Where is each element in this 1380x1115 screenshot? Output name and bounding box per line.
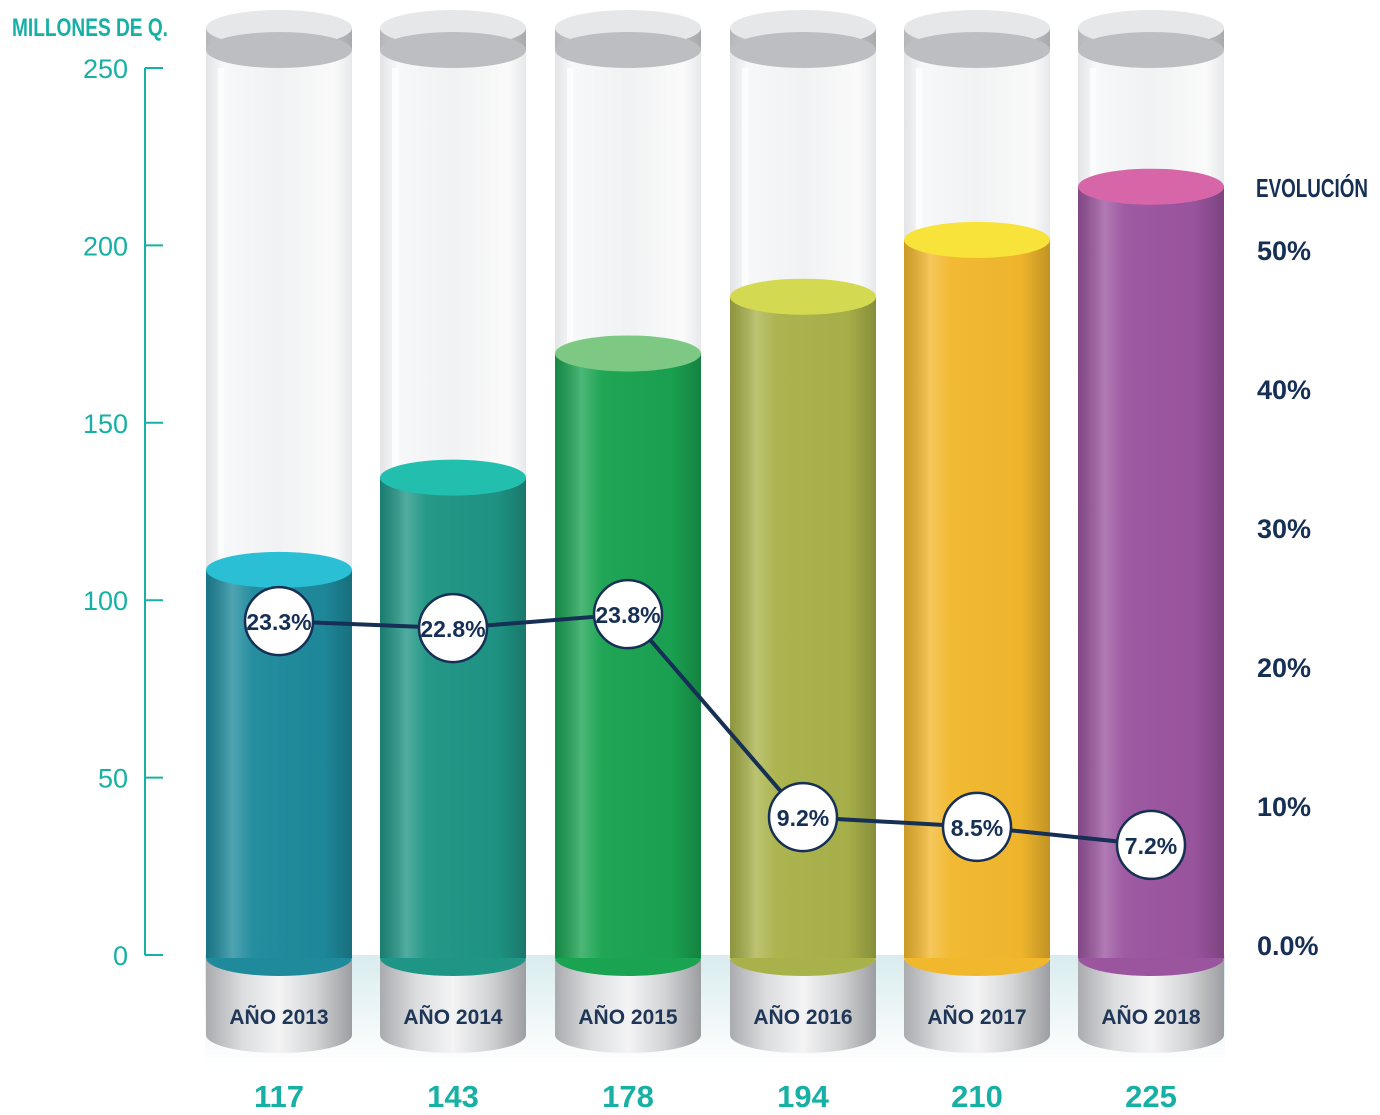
- tube-cap-bottom: [206, 32, 352, 68]
- axes-layer: MILLONES DE Q. 0 50 100 150 200 250 EVOLUCIÓN 0.…: [12, 14, 1368, 1065]
- bar-shading: [380, 477, 526, 958]
- growth-point: [592, 578, 664, 650]
- value-label: 225: [1125, 1079, 1177, 1114]
- bar-group: AÑO 2013 117: [206, 10, 352, 1114]
- category-label: AÑO 2018: [1101, 1006, 1201, 1029]
- bar-shading: [730, 296, 876, 958]
- bar-top: [1078, 168, 1224, 205]
- growth-point: [243, 585, 315, 657]
- right-axis-title: EVOLUCIÓN: [1256, 173, 1368, 203]
- bar-base-bottom: [730, 1017, 876, 1053]
- growth-point: [941, 791, 1013, 863]
- right-tick-label: 10%: [1257, 792, 1311, 822]
- growth-point: [1115, 809, 1187, 881]
- bar-top: [380, 459, 526, 496]
- bar-group: AÑO 2015 178: [555, 10, 701, 1114]
- bar-top: [555, 335, 701, 372]
- growth-label: 22.8%: [420, 616, 485, 642]
- right-tick-label: 30%: [1257, 514, 1311, 544]
- floor-band: [205, 955, 1225, 1065]
- tube-cap-bottom: [380, 32, 526, 68]
- right-tick-label: 50%: [1257, 236, 1311, 266]
- growth-point: [417, 592, 489, 664]
- left-axis-title: MILLONES DE Q.: [12, 14, 168, 42]
- left-tick-label: 250: [83, 54, 128, 84]
- bar-base-bottom: [206, 1017, 352, 1053]
- right-tick-label: 20%: [1257, 653, 1311, 683]
- bar-base-bottom: [904, 1017, 1050, 1053]
- glass-highlight: [218, 68, 224, 985]
- category-label: AÑO 2014: [403, 1006, 503, 1029]
- bar-group: AÑO 2014 143: [380, 10, 526, 1114]
- bar-group: AÑO 2018 225: [1078, 10, 1224, 1114]
- growth-label: 23.3%: [246, 609, 311, 635]
- growth-label: 23.8%: [595, 602, 660, 628]
- bar-group: AÑO 2017 210: [904, 10, 1050, 1114]
- growth-point: [767, 781, 839, 853]
- value-label: 143: [427, 1079, 479, 1114]
- bar-top: [904, 221, 1050, 258]
- growth-line-layer: 23.3% 22.8% 23.8% 9.2% 8.5% 7.2%: [243, 578, 1187, 881]
- bar-shading: [555, 353, 701, 958]
- tube-cap-bottom: [904, 32, 1050, 68]
- left-tick-label: 50: [98, 764, 128, 794]
- left-tick-label: 0: [113, 941, 128, 971]
- left-tick-label: 100: [83, 586, 128, 616]
- left-tick-label: 200: [83, 231, 128, 261]
- bar-base-bottom: [1078, 1017, 1224, 1053]
- bar-top: [206, 551, 352, 588]
- value-label: 194: [777, 1079, 829, 1114]
- growth-label: 8.5%: [951, 815, 1003, 841]
- right-tick-label: 40%: [1257, 375, 1311, 405]
- bar-base-bottom: [555, 1017, 701, 1053]
- bar-base-bottom: [380, 1017, 526, 1053]
- tube-cap-bottom: [555, 32, 701, 68]
- value-label: 178: [602, 1079, 654, 1114]
- category-label: AÑO 2016: [753, 1006, 852, 1029]
- right-tick-label: 0.0%: [1257, 931, 1319, 961]
- category-label: AÑO 2017: [927, 1006, 1026, 1029]
- category-label: AÑO 2015: [578, 1006, 678, 1029]
- value-label: 117: [254, 1079, 304, 1114]
- growth-label: 9.2%: [777, 805, 829, 831]
- tube-cap-bottom: [730, 32, 876, 68]
- tube-cap-bottom: [1078, 32, 1224, 68]
- value-label: 210: [951, 1079, 1003, 1114]
- category-label: AÑO 2013: [229, 1006, 328, 1029]
- left-tick-label: 150: [83, 409, 128, 439]
- bar-group: AÑO 2016 194: [730, 10, 876, 1114]
- bar-top: [730, 278, 876, 315]
- growth-label: 7.2%: [1125, 833, 1177, 859]
